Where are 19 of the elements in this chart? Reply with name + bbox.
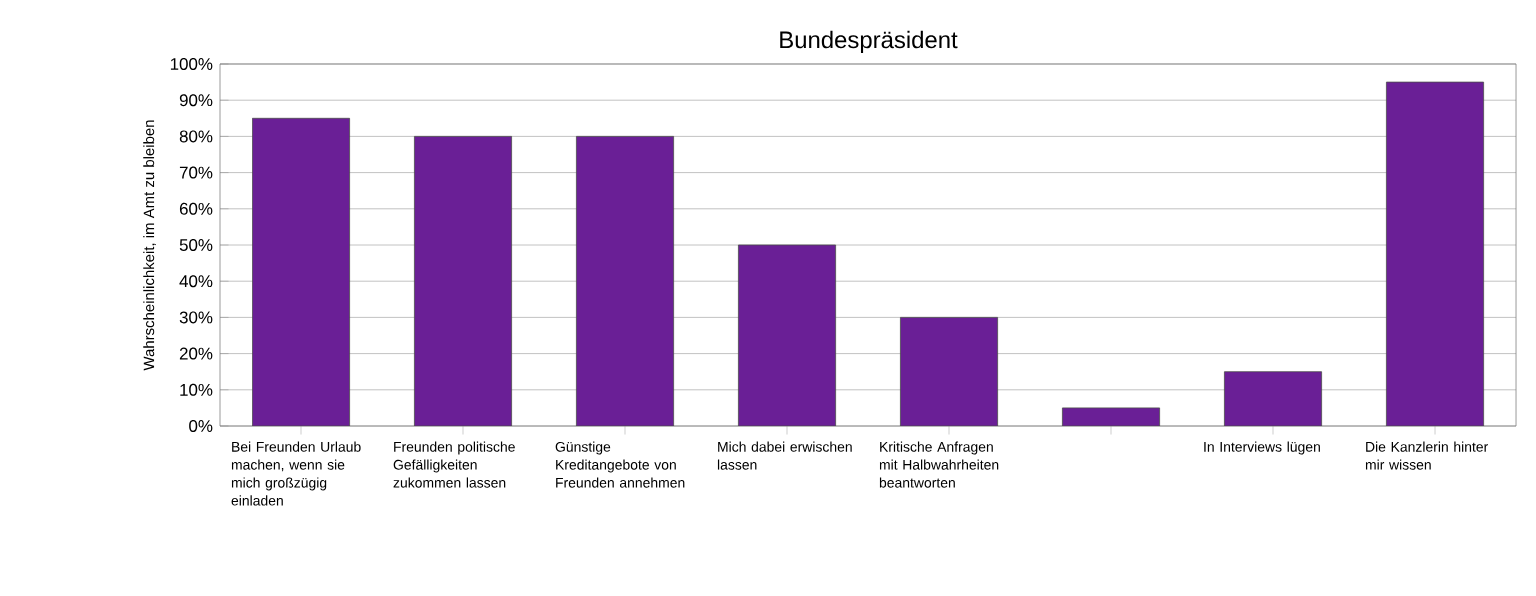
bar (1224, 371, 1323, 426)
y-tick-label: 90% (179, 94, 213, 107)
y-tick-label: 30% (179, 311, 213, 324)
bar (900, 317, 999, 426)
y-tick-label: 60% (179, 202, 213, 215)
y-tick-label: 80% (179, 130, 213, 143)
bar (1386, 81, 1485, 426)
chart-title: Bundespräsident (780, 30, 958, 54)
y-tick-label: 50% (179, 239, 213, 251)
y-tick-label: 70% (179, 166, 213, 179)
bar (252, 117, 350, 426)
bar (576, 136, 674, 426)
y-tick-label: 20% (179, 347, 213, 360)
y-tick-label: 10% (180, 383, 213, 396)
y-tick-label: 40% (179, 275, 213, 288)
y-tick-label: 0% (189, 420, 213, 432)
y-tick-label: 100% (170, 58, 213, 70)
bar (414, 136, 512, 426)
bar (738, 244, 837, 426)
